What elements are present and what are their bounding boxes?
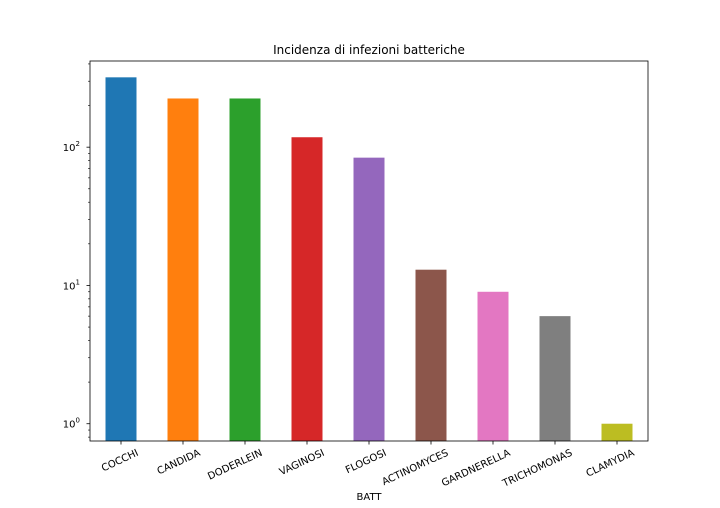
bar-trichomonas — [539, 316, 571, 441]
x-tick-label: FLOGOSI — [344, 448, 388, 476]
x-axis: COCCHI CANDIDA DODERLEIN VAGINOSI FLOGOSIACT… — [100, 441, 636, 490]
bar-clamydia — [601, 423, 633, 441]
bar-flogosi — [353, 157, 385, 441]
bar-cocchi — [105, 77, 137, 441]
x-tick-label: VAGINOSI — [278, 448, 326, 478]
chart-title: Incidenza di infezioni batteriche — [273, 43, 465, 57]
y-tick-label: 100 — [63, 417, 80, 431]
x-tick-label: COCCHI — [100, 448, 140, 475]
x-tick-label: GARDNERELLA — [440, 448, 512, 490]
bar-gardnerella — [477, 291, 509, 441]
bar-vaginosi — [291, 137, 323, 442]
x-tick-label: DODERLEIN — [206, 448, 264, 483]
bar-doderlein — [229, 98, 261, 441]
y-tick-label: 102 — [63, 140, 80, 154]
y-axis: 100 101 102 — [63, 63, 90, 438]
x-tick-label: CANDIDA — [156, 448, 203, 478]
bars-layer — [105, 77, 633, 442]
bar-candida — [167, 98, 199, 441]
x-tick-label: CLAMYDIA — [585, 448, 637, 480]
x-tick-label: TRICHOMONAS — [500, 448, 574, 490]
y-tick-label: 101 — [63, 278, 80, 292]
x-axis-label: BATT — [357, 492, 383, 503]
x-tick-label: ACTINOMYCES — [380, 448, 450, 488]
plot-frame — [89, 60, 649, 442]
bar-actinomyces — [415, 269, 447, 441]
